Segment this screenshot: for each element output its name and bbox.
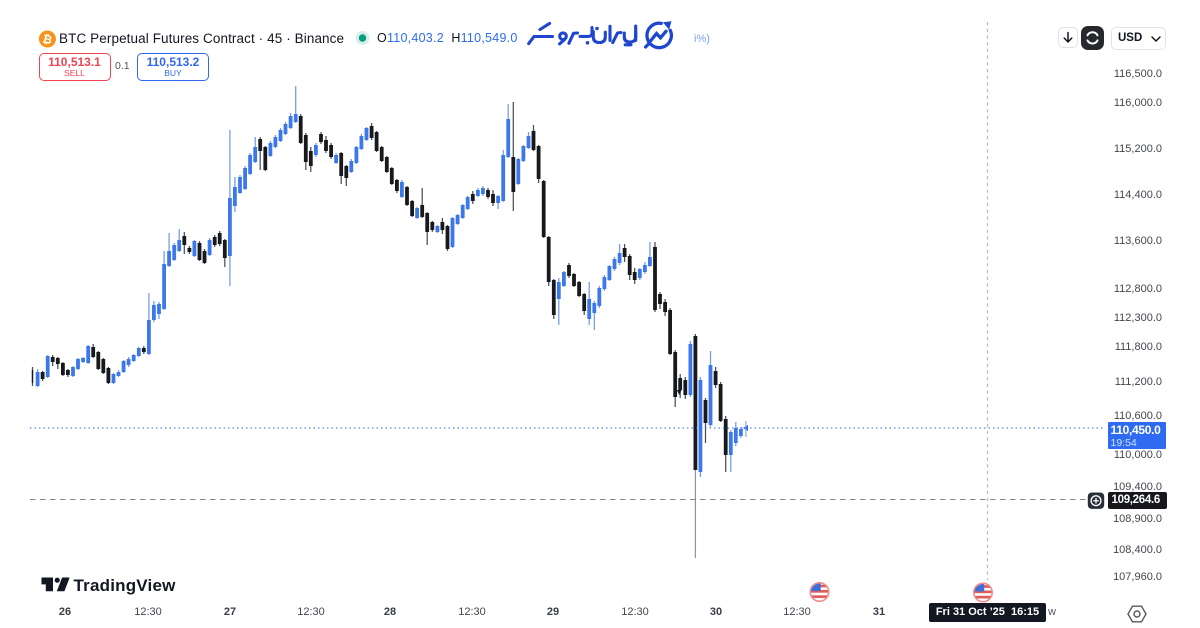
- svg-text:i%): i%): [694, 33, 710, 45]
- svg-text:₿: ₿: [41, 33, 53, 47]
